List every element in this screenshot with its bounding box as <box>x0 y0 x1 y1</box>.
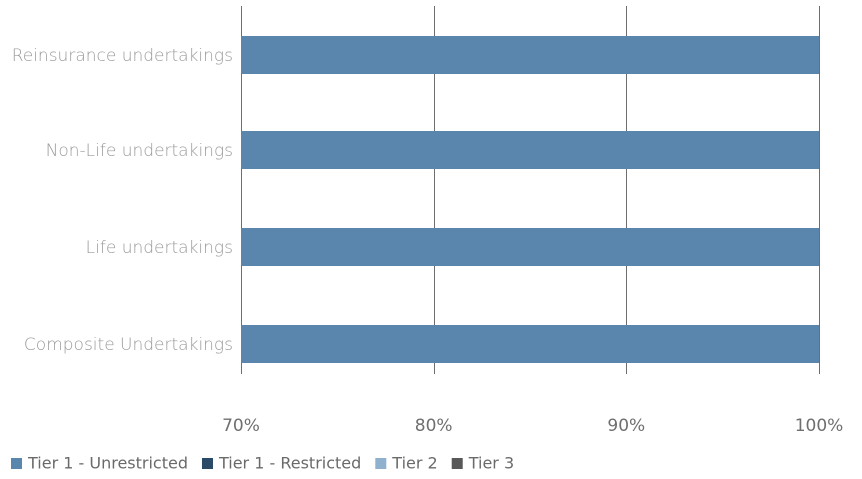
legend-swatch-3 <box>451 458 463 469</box>
x-tick-label-3: 100% <box>795 416 844 436</box>
legend-label-0: Tier 1 - Unrestricted <box>27 454 188 473</box>
category-label-1: Non-Life undertakings <box>46 141 233 161</box>
bar-segment-1-0 <box>241 131 819 169</box>
bar-segment-2-0 <box>241 228 819 266</box>
x-tick-label-0: 70% <box>222 416 260 436</box>
legend-swatch-2 <box>375 458 387 469</box>
legend-swatch-0 <box>11 458 22 469</box>
legend-label-3: Tier 3 <box>468 454 514 473</box>
legend-label-1: Tier 1 - Restricted <box>218 454 361 473</box>
category-label-3: Composite Undertakings <box>24 335 233 355</box>
bar-segment-0-0 <box>241 36 819 74</box>
bar-segment-3-0 <box>241 325 819 363</box>
category-labels: Reinsurance undertakings Non-Life underta… <box>12 46 233 355</box>
category-label-0: Reinsurance undertakings <box>12 46 233 66</box>
legend: Tier 1 - Unrestricted Tier 1 - Restricted… <box>11 454 514 473</box>
bars <box>241 36 819 363</box>
category-label-2: Life undertakings <box>86 238 233 258</box>
x-tick-label-2: 90% <box>607 416 645 436</box>
x-tick-labels: 70% 80% 90% 100% <box>222 416 843 436</box>
x-tick-label-1: 80% <box>415 416 453 436</box>
legend-swatch-1 <box>201 458 213 469</box>
legend-label-2: Tier 2 <box>391 454 437 473</box>
